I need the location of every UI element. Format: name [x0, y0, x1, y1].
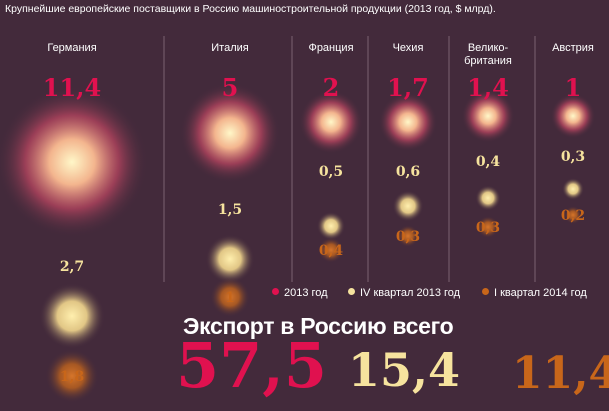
- bubble-q1-2014-c5: [564, 206, 582, 224]
- value-2013-c4: 1,4: [467, 73, 509, 102]
- value-q4-2013-c1: 1,5: [218, 202, 242, 218]
- export-total-title: Экспорт в Россию всего: [183, 313, 454, 339]
- value-q4-2013-c2: 0,5: [319, 164, 343, 180]
- value-2013-c0: 11,4: [43, 73, 101, 102]
- bubble-q4-2013-c1: [205, 234, 255, 284]
- bubble-2013-c1: [179, 82, 281, 184]
- legend-dot-2013: [272, 288, 279, 295]
- legend-dot-q4-2013: [348, 288, 355, 295]
- chart-title: Крупнейшие европейские поставщики в Росс…: [5, 3, 496, 15]
- value-q4-2013-c0: 2,7: [60, 259, 84, 275]
- value-q4-2013-c3: 0,6: [396, 164, 420, 180]
- value-q1-2014-c1: 1: [225, 290, 235, 306]
- export-total-2013: 57,5: [176, 329, 328, 402]
- value-2013-c1: 5: [222, 73, 239, 102]
- bubble-q1-2014-c4: [477, 216, 499, 238]
- bubble-2013-c4: [461, 89, 515, 143]
- bubble-2013-c2: [299, 90, 363, 154]
- legend-label-2013: 2013 год: [284, 287, 328, 299]
- value-2013-c2: 2: [323, 73, 340, 102]
- country-label-c0: Германия: [47, 42, 97, 54]
- value-q4-2013-c4: 0,4: [476, 154, 501, 170]
- legend-label-q1-2014: I квартал 2014 год: [494, 287, 587, 299]
- value-q1-2014-c5: 0,2: [561, 208, 585, 224]
- country-label-c1: Италия: [211, 42, 249, 54]
- country-label-c4: Велико- британия: [464, 42, 512, 67]
- value-q4-2013-c5: 0,3: [561, 149, 585, 165]
- bubble-q4-2013-c3: [392, 190, 424, 222]
- country-label-c2: Франция: [308, 42, 354, 54]
- bubble-q1-2014-c1: [210, 277, 250, 317]
- bubble-q4-2013-c4: [475, 185, 501, 211]
- bubble-q4-2013-c5: [562, 178, 584, 200]
- export-total-q1-2014: 11,4: [512, 348, 609, 399]
- value-q1-2014-c2: 0,4: [319, 243, 344, 259]
- bubble-2013-c5: [550, 93, 596, 139]
- country-label-c5: Австрия: [552, 42, 594, 54]
- bubble-2013-c3: [378, 92, 438, 152]
- value-q1-2014-c4: 0,3: [476, 220, 500, 236]
- country-label-c3: Чехия: [392, 42, 424, 54]
- legend-item-q4-2013: IV квартал 2013 год: [348, 286, 460, 300]
- bubble-2013-c0: [0, 86, 148, 238]
- value-q1-2014-c3: 0,3: [396, 229, 420, 245]
- legend-item-2013: 2013 год: [272, 286, 328, 300]
- export-total-q4-2013: 15,4: [348, 343, 461, 397]
- value-2013-c5: 1: [565, 73, 582, 102]
- value-q1-2014-c0: 1,8: [60, 369, 84, 385]
- bubble-q4-2013-c0: [39, 283, 105, 349]
- bubble-q1-2014-c2: [318, 237, 344, 263]
- bubble-q4-2013-c2: [316, 211, 346, 241]
- legend-item-q1-2014: I квартал 2014 год: [482, 286, 587, 300]
- bubble-q1-2014-c0: [45, 349, 99, 403]
- legend-dot-q1-2014: [482, 288, 489, 295]
- bubble-q1-2014-c3: [397, 225, 419, 247]
- value-2013-c3: 1,7: [387, 73, 429, 102]
- legend-label-q4-2013: IV квартал 2013 год: [360, 287, 461, 299]
